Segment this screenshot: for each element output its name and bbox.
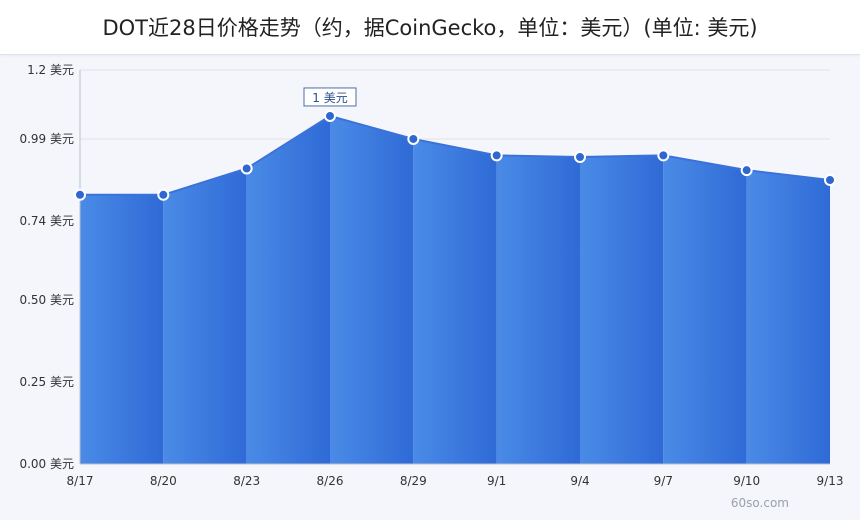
data-point [490, 149, 503, 162]
x-tick-label: 9/4 [570, 474, 589, 488]
y-tick-label: 0.00 美元 [19, 457, 74, 471]
area-segment [413, 138, 497, 464]
area-segment [663, 155, 747, 464]
y-tick-label: 0.74 美元 [19, 214, 74, 228]
area-segment [580, 155, 664, 464]
area-segment [163, 168, 247, 464]
data-point [240, 162, 253, 175]
area-segment [496, 155, 580, 464]
y-tick-label: 1.2 美元 [27, 63, 74, 77]
y-tick-label: 0.99 美元 [19, 132, 74, 146]
peak-annotation: 1 美元 [303, 87, 357, 107]
chart-title: DOT近28日价格走势（约，据CoinGecko，单位：美元）(单位: 美元) [102, 16, 758, 40]
y-tick-label: 0.50 美元 [19, 293, 74, 307]
x-tick-label: 9/7 [654, 474, 673, 488]
area-segment [330, 115, 414, 464]
x-tick-label: 8/20 [150, 474, 177, 488]
watermark: 60so.com [730, 496, 789, 510]
x-tick-label: 8/29 [400, 474, 427, 488]
area-segment [246, 115, 330, 464]
data-point [74, 188, 86, 201]
x-tick-label: 8/23 [233, 474, 260, 488]
data-point [324, 109, 336, 122]
area-segment [746, 170, 830, 464]
x-tick-label: 8/17 [67, 474, 94, 488]
x-tick-label: 9/1 [487, 474, 506, 488]
y-tick-label: 0.25 美元 [19, 375, 74, 389]
area-segment [80, 194, 164, 464]
data-point [740, 164, 753, 177]
data-point [824, 173, 836, 186]
x-tick-label: 8/26 [317, 474, 344, 488]
x-tick-label: 9/13 [817, 474, 844, 488]
data-point [407, 132, 420, 145]
data-point [574, 151, 586, 164]
series-line [80, 114, 831, 196]
annotation-box [303, 87, 357, 107]
data-point [157, 188, 170, 201]
data-point [657, 149, 670, 162]
x-tick-label: 9/10 [733, 474, 760, 488]
title-bar: DOT近28日价格走势（约，据CoinGecko，单位：美元）(单位: 美元) [0, 0, 860, 55]
annotation-label: 1 美元 [312, 91, 347, 105]
